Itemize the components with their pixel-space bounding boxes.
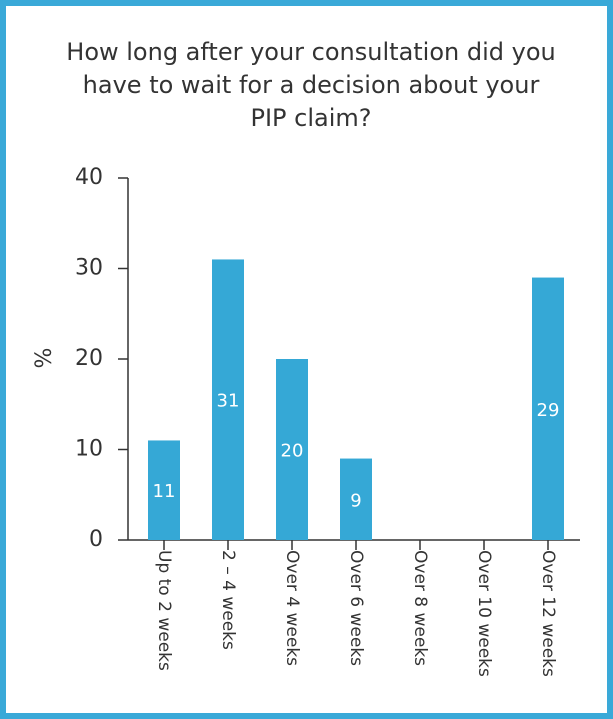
x-tick-label: Up to 2 weeks xyxy=(154,550,174,671)
value-label: 11 xyxy=(153,481,176,502)
value-label: 9 xyxy=(350,490,361,511)
x-tick-label: Over 12 weeks xyxy=(538,550,558,677)
y-tick-label: 20 xyxy=(75,346,103,371)
bar xyxy=(276,359,308,540)
x-tick-label: 2 – 4 weeks xyxy=(218,550,238,650)
x-tick-label: Over 8 weeks xyxy=(410,550,430,666)
bar xyxy=(340,458,372,540)
y-tick-label: 0 xyxy=(89,527,103,552)
value-label: 20 xyxy=(281,441,304,462)
value-label: 29 xyxy=(537,400,560,421)
value-label: 31 xyxy=(217,391,240,412)
bar xyxy=(532,277,564,540)
bar xyxy=(148,440,180,540)
y-tick-label: 10 xyxy=(75,437,103,462)
y-axis-label: % xyxy=(32,348,57,369)
bar xyxy=(212,259,244,540)
y-tick-label: 30 xyxy=(75,256,103,281)
y-tick-label: 40 xyxy=(75,165,103,190)
chart-title: How long after your consultation did you… xyxy=(66,38,556,132)
x-tick-label: Over 4 weeks xyxy=(282,550,302,666)
x-tick-label: Over 6 weeks xyxy=(346,550,366,666)
x-tick-label: Over 10 weeks xyxy=(474,550,494,677)
